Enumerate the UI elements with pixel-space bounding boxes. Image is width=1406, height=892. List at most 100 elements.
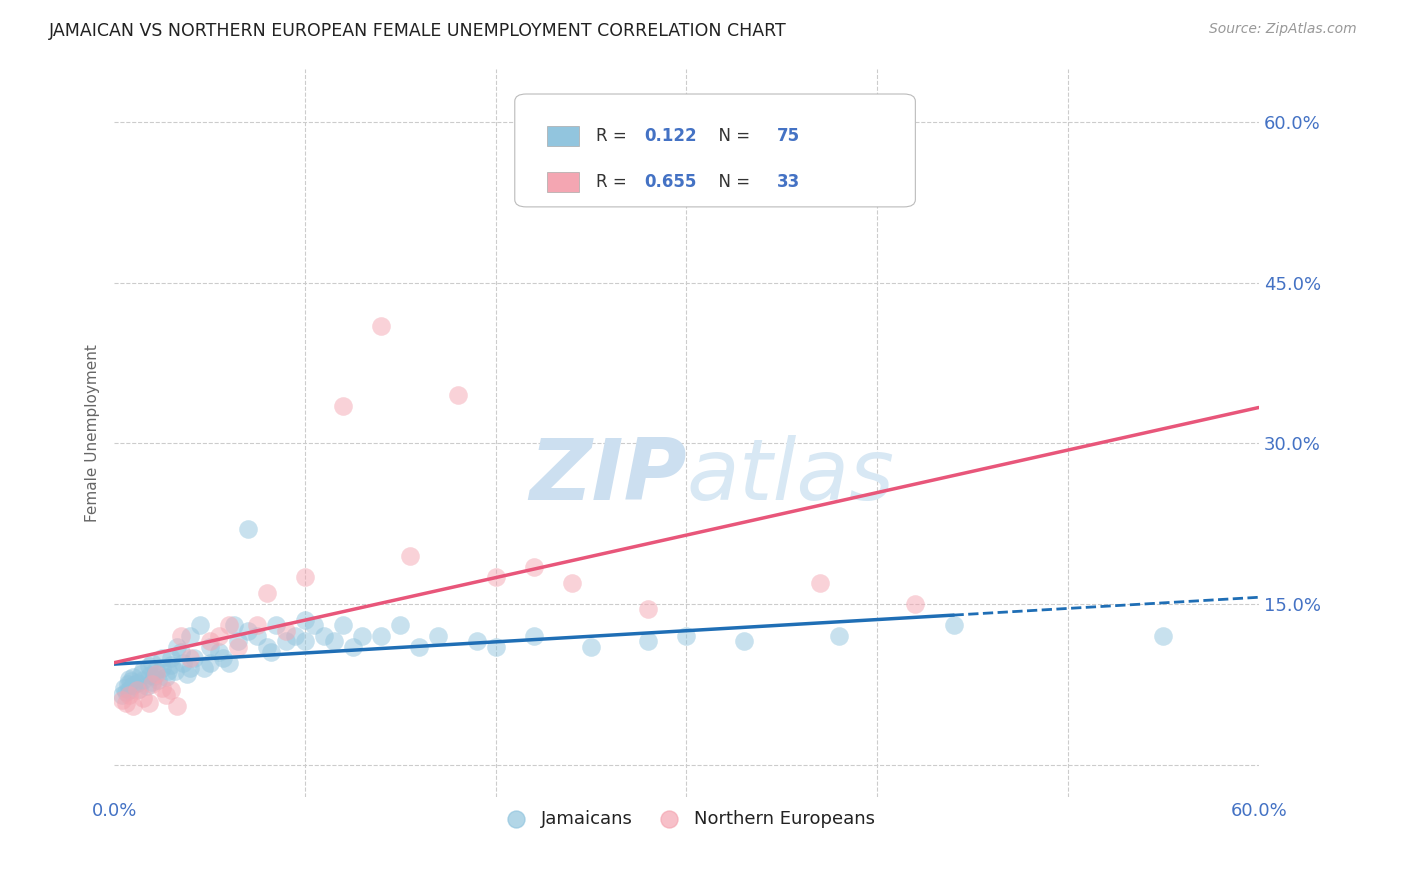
Point [332, 618, 354, 632]
Point [160, 682, 183, 697]
Point [208, 629, 231, 643]
Point [312, 629, 335, 643]
Point [114, 685, 136, 699]
Point [138, 659, 160, 673]
Point [132, 691, 155, 706]
Point [128, 681, 150, 696]
Point [579, 640, 602, 654]
Text: 33: 33 [778, 173, 800, 191]
Point [226, 634, 249, 648]
Point [179, 629, 201, 643]
Point [141, 677, 163, 691]
Point [112, 681, 135, 695]
Point [370, 629, 392, 643]
Point [523, 629, 546, 643]
Point [259, 645, 281, 659]
Point [523, 559, 546, 574]
Point [675, 629, 697, 643]
Point [122, 670, 145, 684]
Point [145, 666, 167, 681]
Point [160, 650, 183, 665]
Point [193, 661, 215, 675]
Text: JAMAICAN VS NORTHERN EUROPEAN FEMALE UNEMPLOYMENT CORRELATION CHART: JAMAICAN VS NORTHERN EUROPEAN FEMALE UNE… [49, 22, 787, 40]
Point [179, 650, 201, 665]
Point [218, 618, 240, 632]
Text: 0.655: 0.655 [644, 173, 696, 191]
Point [135, 680, 157, 694]
Point [150, 661, 173, 675]
Point [122, 698, 145, 713]
Point [120, 674, 142, 689]
Point [808, 575, 831, 590]
Point [332, 399, 354, 413]
Point [266, 618, 288, 632]
Point [176, 666, 198, 681]
Y-axis label: Female Unemployment: Female Unemployment [86, 343, 100, 522]
Point [198, 656, 221, 670]
Point [465, 634, 488, 648]
Point [150, 650, 173, 665]
Text: 0.122: 0.122 [644, 127, 697, 145]
Text: N =: N = [709, 127, 755, 145]
Point [118, 672, 141, 686]
Text: 75: 75 [778, 127, 800, 145]
Point [284, 629, 307, 643]
Point [342, 640, 364, 654]
Point [352, 629, 374, 643]
Point [165, 665, 187, 679]
Point [246, 618, 269, 632]
Point [212, 650, 235, 665]
Point [256, 586, 278, 600]
Point [146, 673, 169, 687]
Point [150, 681, 173, 695]
Point [170, 629, 193, 643]
Point [143, 669, 166, 683]
Text: Source: ZipAtlas.com: Source: ZipAtlas.com [1209, 22, 1357, 37]
Bar [547, 126, 579, 146]
Point [188, 618, 211, 632]
Point [485, 570, 508, 584]
Point [294, 634, 316, 648]
Point [198, 640, 221, 654]
Point [274, 624, 297, 638]
Text: N =: N = [709, 173, 755, 191]
Point [294, 613, 316, 627]
Legend: Jamaicans, Northern Europeans: Jamaicans, Northern Europeans [491, 803, 883, 835]
Point [942, 618, 965, 632]
Point [218, 656, 240, 670]
Point [236, 522, 259, 536]
Point [111, 688, 134, 702]
Point [322, 634, 344, 648]
Text: atlas: atlas [686, 434, 894, 518]
Point [170, 645, 193, 659]
Point [256, 640, 278, 654]
Point [122, 678, 145, 692]
Point [141, 675, 163, 690]
Point [198, 634, 221, 648]
Point [208, 645, 231, 659]
Point [179, 661, 201, 675]
Point [226, 640, 249, 654]
Point [224, 618, 246, 632]
Point [156, 665, 179, 679]
Point [183, 650, 205, 665]
Text: R =: R = [596, 173, 633, 191]
Point [294, 570, 316, 584]
Point [637, 602, 659, 616]
Point [117, 677, 139, 691]
Point [304, 618, 326, 632]
Point [129, 666, 152, 681]
Point [485, 640, 508, 654]
Point [118, 688, 141, 702]
Point [389, 618, 412, 632]
Point [733, 634, 755, 648]
Point [408, 640, 430, 654]
Text: ZIP: ZIP [529, 434, 686, 518]
Point [399, 549, 422, 563]
Point [446, 388, 468, 402]
Point [160, 658, 183, 673]
Point [246, 629, 269, 643]
Point [166, 698, 188, 713]
Point [145, 664, 167, 678]
Point [141, 656, 163, 670]
